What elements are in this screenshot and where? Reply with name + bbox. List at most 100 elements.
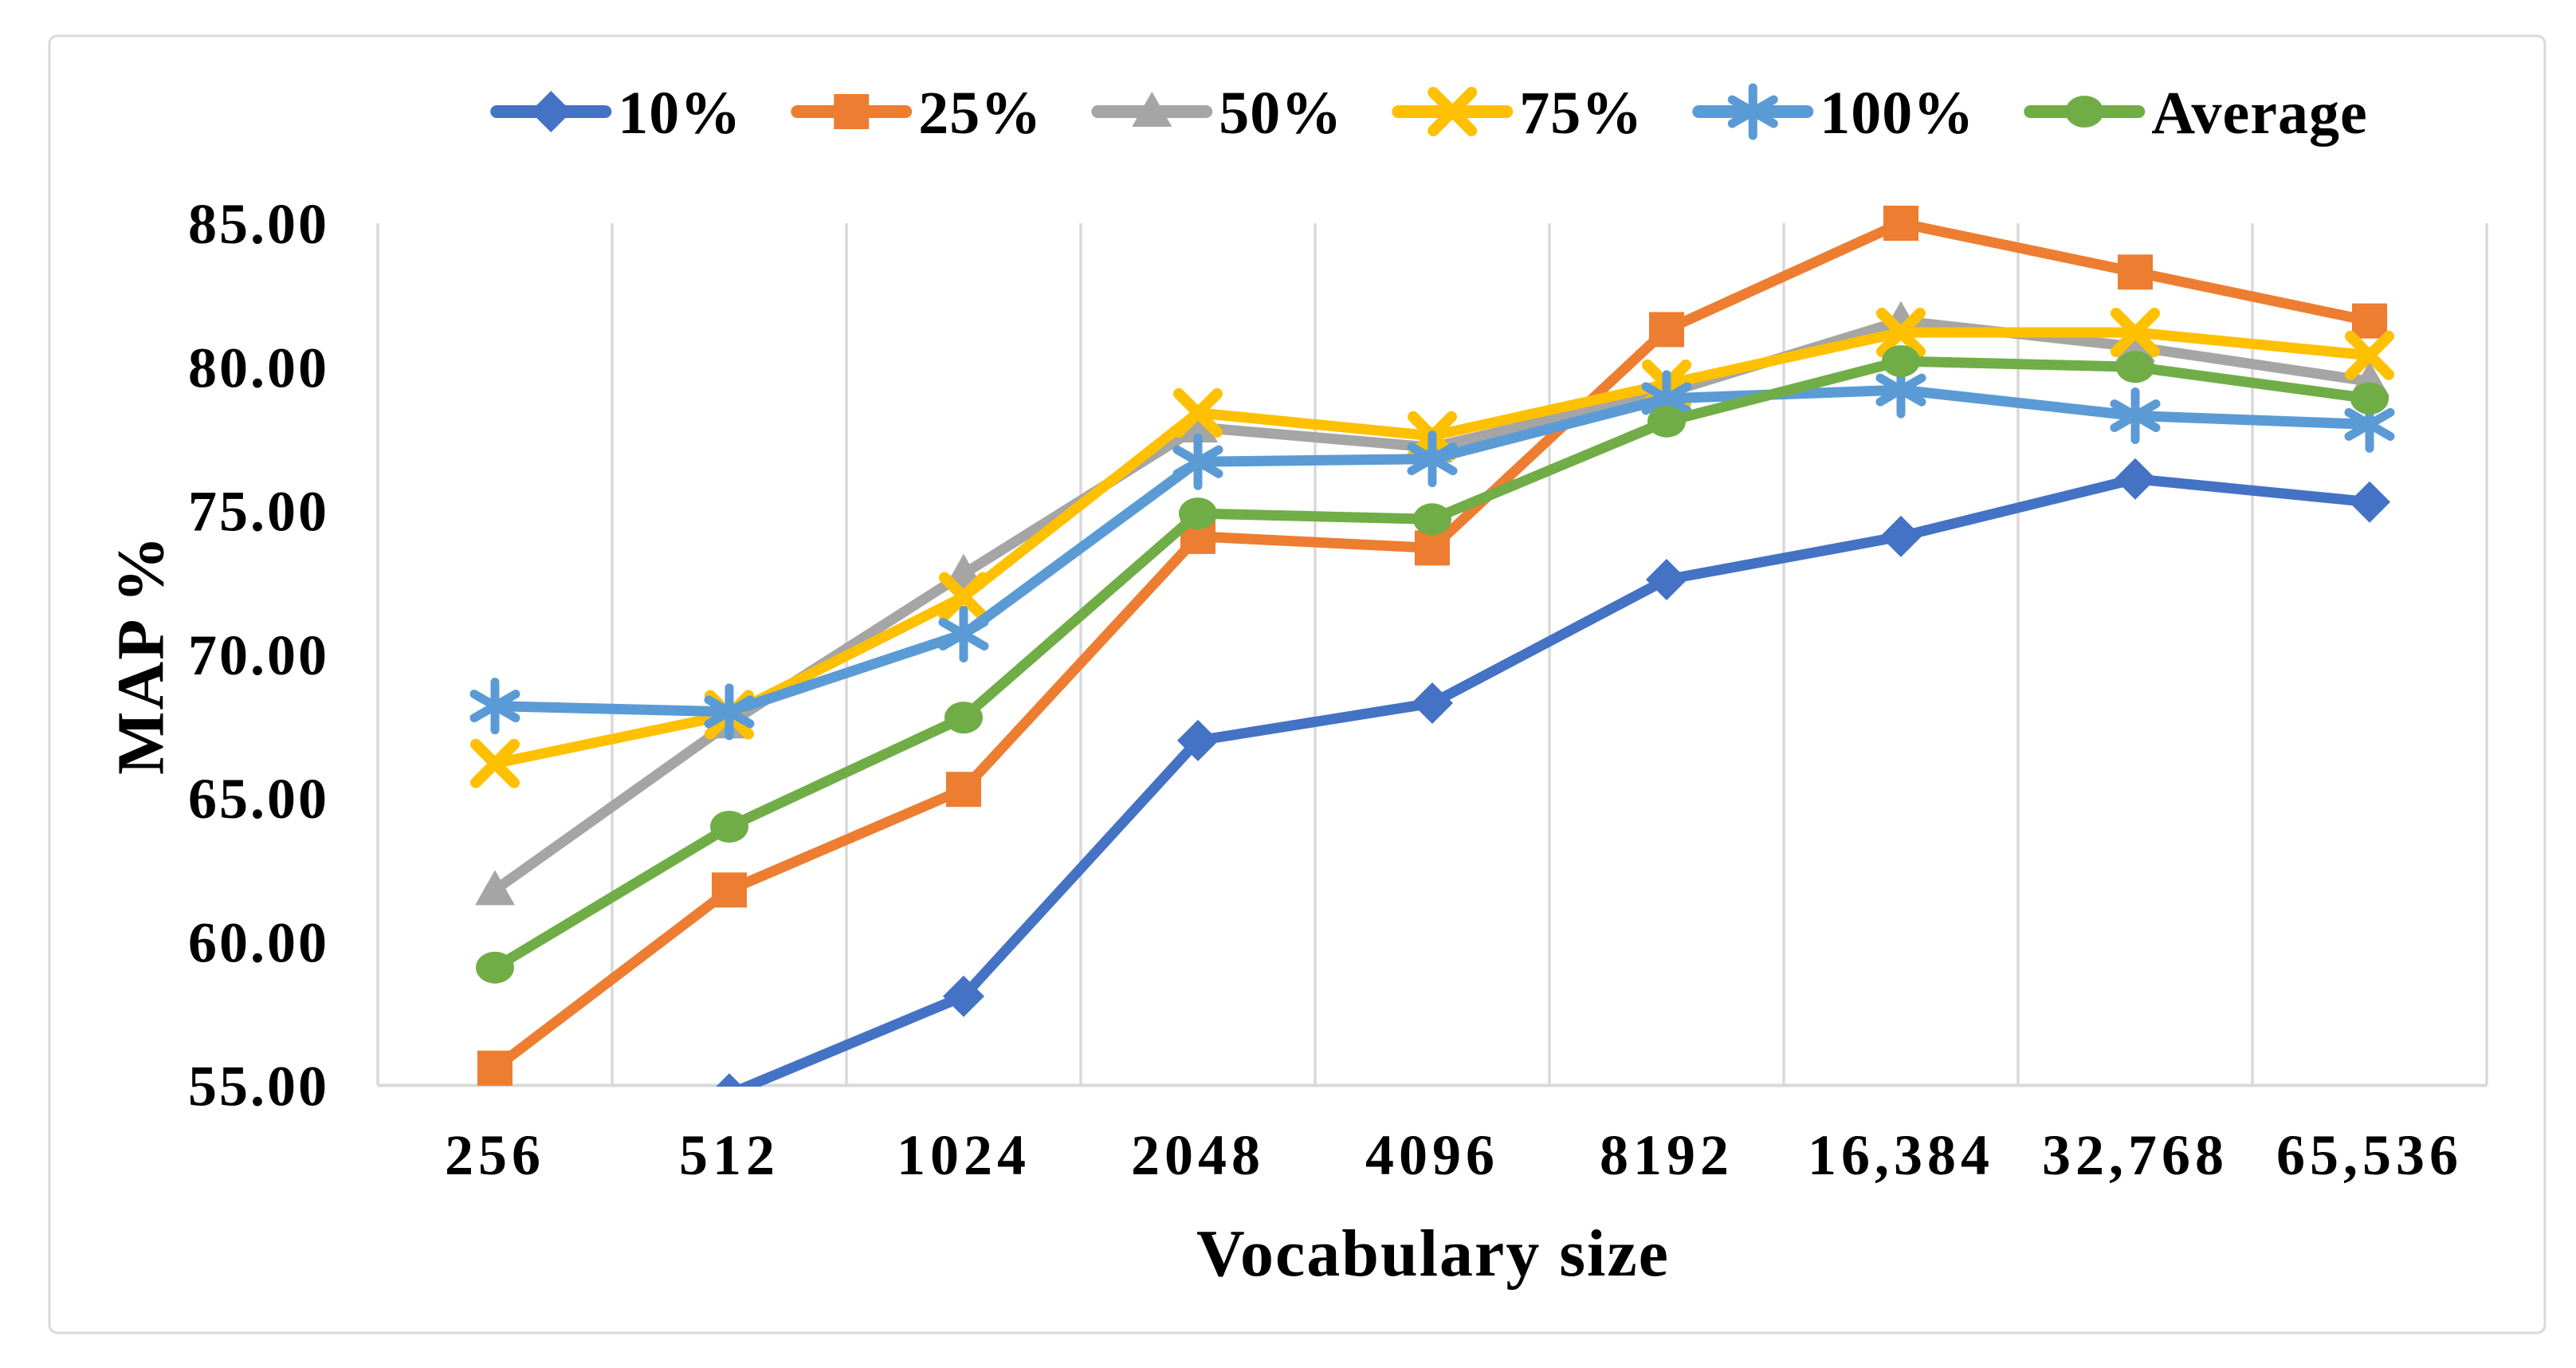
triangle-marker-icon: [1178, 407, 1218, 442]
y-axis-title: MAP %: [104, 534, 178, 775]
diamond-marker-icon: [716, 1073, 743, 1087]
legend-item-100%: 100%: [1692, 80, 1974, 147]
data-point: [1412, 682, 1453, 724]
square-marker-icon: [2352, 303, 2387, 339]
data-point: [2345, 330, 2394, 380]
data-point: [2118, 254, 2153, 290]
x-marker-icon: [1876, 308, 1926, 357]
legend-marker: [1727, 83, 1778, 140]
data-point: [476, 951, 514, 984]
series-Average: [476, 345, 2389, 984]
data-point: [1647, 405, 1686, 438]
data-point: [2115, 327, 2155, 362]
legend-item-label: 75%: [1519, 80, 1643, 147]
data-point: [2111, 308, 2160, 357]
data-point: [2349, 481, 2390, 523]
data-point: [1177, 719, 1219, 761]
data-point: [1649, 312, 1684, 348]
circle-marker-icon: [2350, 382, 2389, 415]
legend-marker: [2065, 96, 2104, 128]
diamond-marker-icon: [2115, 458, 2156, 500]
x-tick-label: 512: [679, 1123, 779, 1187]
legend-marker: [530, 91, 572, 132]
circle-marker-icon: [1882, 345, 1920, 377]
diamond-marker-icon: [2349, 481, 2390, 523]
x-tick-label: 4096: [1365, 1123, 1499, 1187]
data-point: [716, 1073, 743, 1087]
legend: 10% 25% 50% 75% 100% Average: [490, 80, 2367, 147]
x-tick-label: 16,384: [1808, 1123, 1994, 1187]
square-marker-icon: [1883, 206, 1918, 241]
legend-item-10%: 10%: [490, 80, 740, 147]
x-tick-label: 32,768: [2042, 1123, 2228, 1187]
legend-item-label: 25%: [918, 80, 1042, 147]
y-tick-label: 65.00: [188, 767, 329, 831]
diamond-marker-icon: [943, 975, 984, 1017]
legend-item-Average: Average: [2024, 80, 2367, 147]
diamond-marker-icon: [530, 91, 572, 132]
x-marker-icon: [2345, 330, 2394, 380]
legend-marker: [1132, 92, 1172, 127]
diamond-marker-icon: [1646, 559, 1687, 600]
series-line: [733, 474, 2375, 1087]
x-marker-icon: [939, 572, 988, 622]
legend-item-label: 100%: [1820, 80, 1974, 147]
circle-marker-icon: [710, 811, 748, 843]
data-point: [944, 702, 983, 734]
asterisk-marker-icon: [1727, 83, 1778, 140]
legend-marker: [834, 94, 870, 129]
data-point: [943, 975, 984, 1017]
square-marker-icon: [712, 872, 747, 908]
y-tick-label: 75.00: [188, 480, 329, 544]
data-point: [1413, 503, 1451, 536]
data-point: [1178, 407, 1218, 442]
data-point: [946, 772, 981, 808]
data-point: [2115, 458, 2156, 500]
square-marker-icon: [2118, 254, 2153, 290]
x-tick-label: 65,536: [2276, 1123, 2463, 1187]
square-marker-icon: [1415, 530, 1450, 566]
data-point: [2352, 303, 2387, 339]
data-point: [938, 606, 989, 662]
data-point: [1646, 559, 1687, 600]
y-tick-label: 80.00: [188, 336, 329, 399]
x-marker-icon: [470, 738, 520, 788]
asterisk-marker-icon: [1172, 433, 1223, 490]
data-point: [2350, 382, 2389, 415]
y-tick-label: 60.00: [188, 910, 329, 974]
data-point: [1876, 308, 1926, 357]
data-point: [477, 1050, 512, 1086]
data-point: [1173, 387, 1223, 438]
data-point: [1883, 206, 1918, 241]
data-point: [704, 683, 755, 741]
triangle-marker-icon: [2115, 327, 2155, 362]
legend-item-label: 50%: [1219, 80, 1342, 147]
diamond-marker-icon: [1177, 719, 1219, 761]
triangle-marker-icon: [1132, 92, 1172, 127]
data-point: [470, 738, 520, 788]
circle-marker-icon: [1647, 405, 1686, 438]
data-point: [939, 572, 988, 622]
circle-marker-icon: [2116, 351, 2154, 383]
data-point: [2110, 387, 2161, 444]
circle-marker-icon: [2065, 96, 2104, 128]
circle-marker-icon: [476, 951, 514, 984]
asterisk-marker-icon: [704, 683, 755, 741]
data-point: [1179, 497, 1217, 530]
square-marker-icon: [834, 94, 870, 129]
x-tick-label: 2048: [1131, 1123, 1265, 1187]
data-point: [1172, 433, 1223, 490]
series-lines: [469, 206, 2395, 1087]
x-tick-label: 256: [445, 1123, 545, 1187]
data-point: [710, 811, 748, 843]
x-tick-label: 1024: [897, 1123, 1031, 1187]
x-marker-icon: [1427, 87, 1478, 136]
data-point: [475, 870, 515, 906]
asterisk-marker-icon: [1407, 430, 1458, 488]
x-axis-title: Vocabulary size: [1196, 1217, 1670, 1291]
data-point: [1882, 345, 1920, 377]
legend-item-label: Average: [2151, 80, 2367, 147]
legend-marker: [1427, 87, 1478, 136]
